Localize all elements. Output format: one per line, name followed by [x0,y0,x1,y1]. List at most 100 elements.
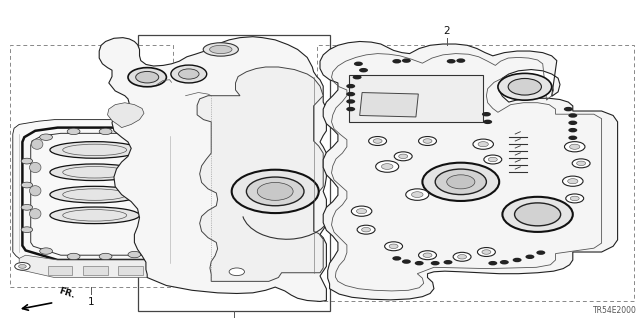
Circle shape [128,68,166,87]
Circle shape [369,137,387,145]
Bar [10,45,173,287]
Circle shape [389,244,398,249]
Text: 2: 2 [444,26,450,36]
Ellipse shape [204,43,238,56]
Circle shape [229,268,244,276]
Circle shape [376,161,399,172]
Circle shape [346,107,355,111]
Circle shape [488,157,497,162]
Circle shape [385,242,403,251]
Text: FR.: FR. [58,286,76,300]
Circle shape [232,170,319,213]
Circle shape [171,65,207,83]
Polygon shape [197,67,323,281]
Circle shape [484,155,502,164]
Circle shape [419,251,436,260]
Circle shape [572,159,590,168]
Circle shape [477,248,495,256]
Ellipse shape [147,139,158,149]
Circle shape [508,78,541,95]
Circle shape [566,194,584,203]
Circle shape [351,206,372,216]
Circle shape [362,227,371,232]
Circle shape [412,192,423,197]
Circle shape [563,176,583,186]
Bar [48,266,72,275]
Circle shape [482,112,491,116]
Ellipse shape [50,207,140,224]
Circle shape [353,75,362,79]
Circle shape [406,189,429,200]
Circle shape [359,68,368,72]
Circle shape [431,261,440,265]
Circle shape [150,136,163,142]
Ellipse shape [50,164,140,181]
Circle shape [19,264,26,268]
Circle shape [392,256,401,261]
Circle shape [570,144,580,149]
Circle shape [156,227,167,233]
Circle shape [381,164,393,169]
Circle shape [423,139,432,143]
Circle shape [568,136,577,140]
Circle shape [525,255,534,259]
Circle shape [564,107,573,111]
Bar [317,45,634,301]
Circle shape [356,209,367,214]
Circle shape [257,182,293,200]
Circle shape [402,58,411,63]
Circle shape [458,255,467,259]
Ellipse shape [31,139,43,149]
Circle shape [99,253,112,260]
Ellipse shape [210,45,232,54]
Circle shape [568,121,577,125]
Circle shape [453,252,471,261]
Circle shape [179,69,199,79]
Circle shape [346,84,355,88]
Bar [118,266,143,275]
Circle shape [156,204,167,210]
Circle shape [156,158,167,164]
Bar [360,93,419,117]
Circle shape [373,139,382,143]
Circle shape [515,203,561,226]
Circle shape [67,253,80,260]
Ellipse shape [148,162,159,173]
Circle shape [246,177,304,206]
Text: 1: 1 [88,297,94,307]
Circle shape [419,137,436,145]
Circle shape [447,175,475,189]
Bar [138,35,330,311]
Circle shape [500,260,509,264]
Circle shape [402,259,411,264]
Ellipse shape [29,162,41,173]
Ellipse shape [29,209,41,219]
Circle shape [564,142,585,152]
Circle shape [483,120,492,124]
Circle shape [67,128,80,135]
Circle shape [435,169,486,195]
Circle shape [357,225,375,234]
Text: TR54E2000: TR54E2000 [593,306,637,315]
Circle shape [394,152,412,161]
Circle shape [570,196,579,201]
Polygon shape [99,37,326,301]
Ellipse shape [148,186,159,196]
Circle shape [136,71,159,83]
Polygon shape [19,255,165,278]
Circle shape [21,158,33,164]
Circle shape [488,261,497,265]
Circle shape [99,128,112,135]
Circle shape [21,182,33,188]
Circle shape [568,179,578,184]
Circle shape [423,253,432,257]
Circle shape [399,154,408,159]
Circle shape [568,128,577,132]
Circle shape [513,258,522,262]
Circle shape [415,261,424,265]
Circle shape [346,92,355,96]
Circle shape [21,204,33,210]
Bar [83,266,108,275]
Circle shape [40,248,52,254]
Ellipse shape [148,209,159,219]
